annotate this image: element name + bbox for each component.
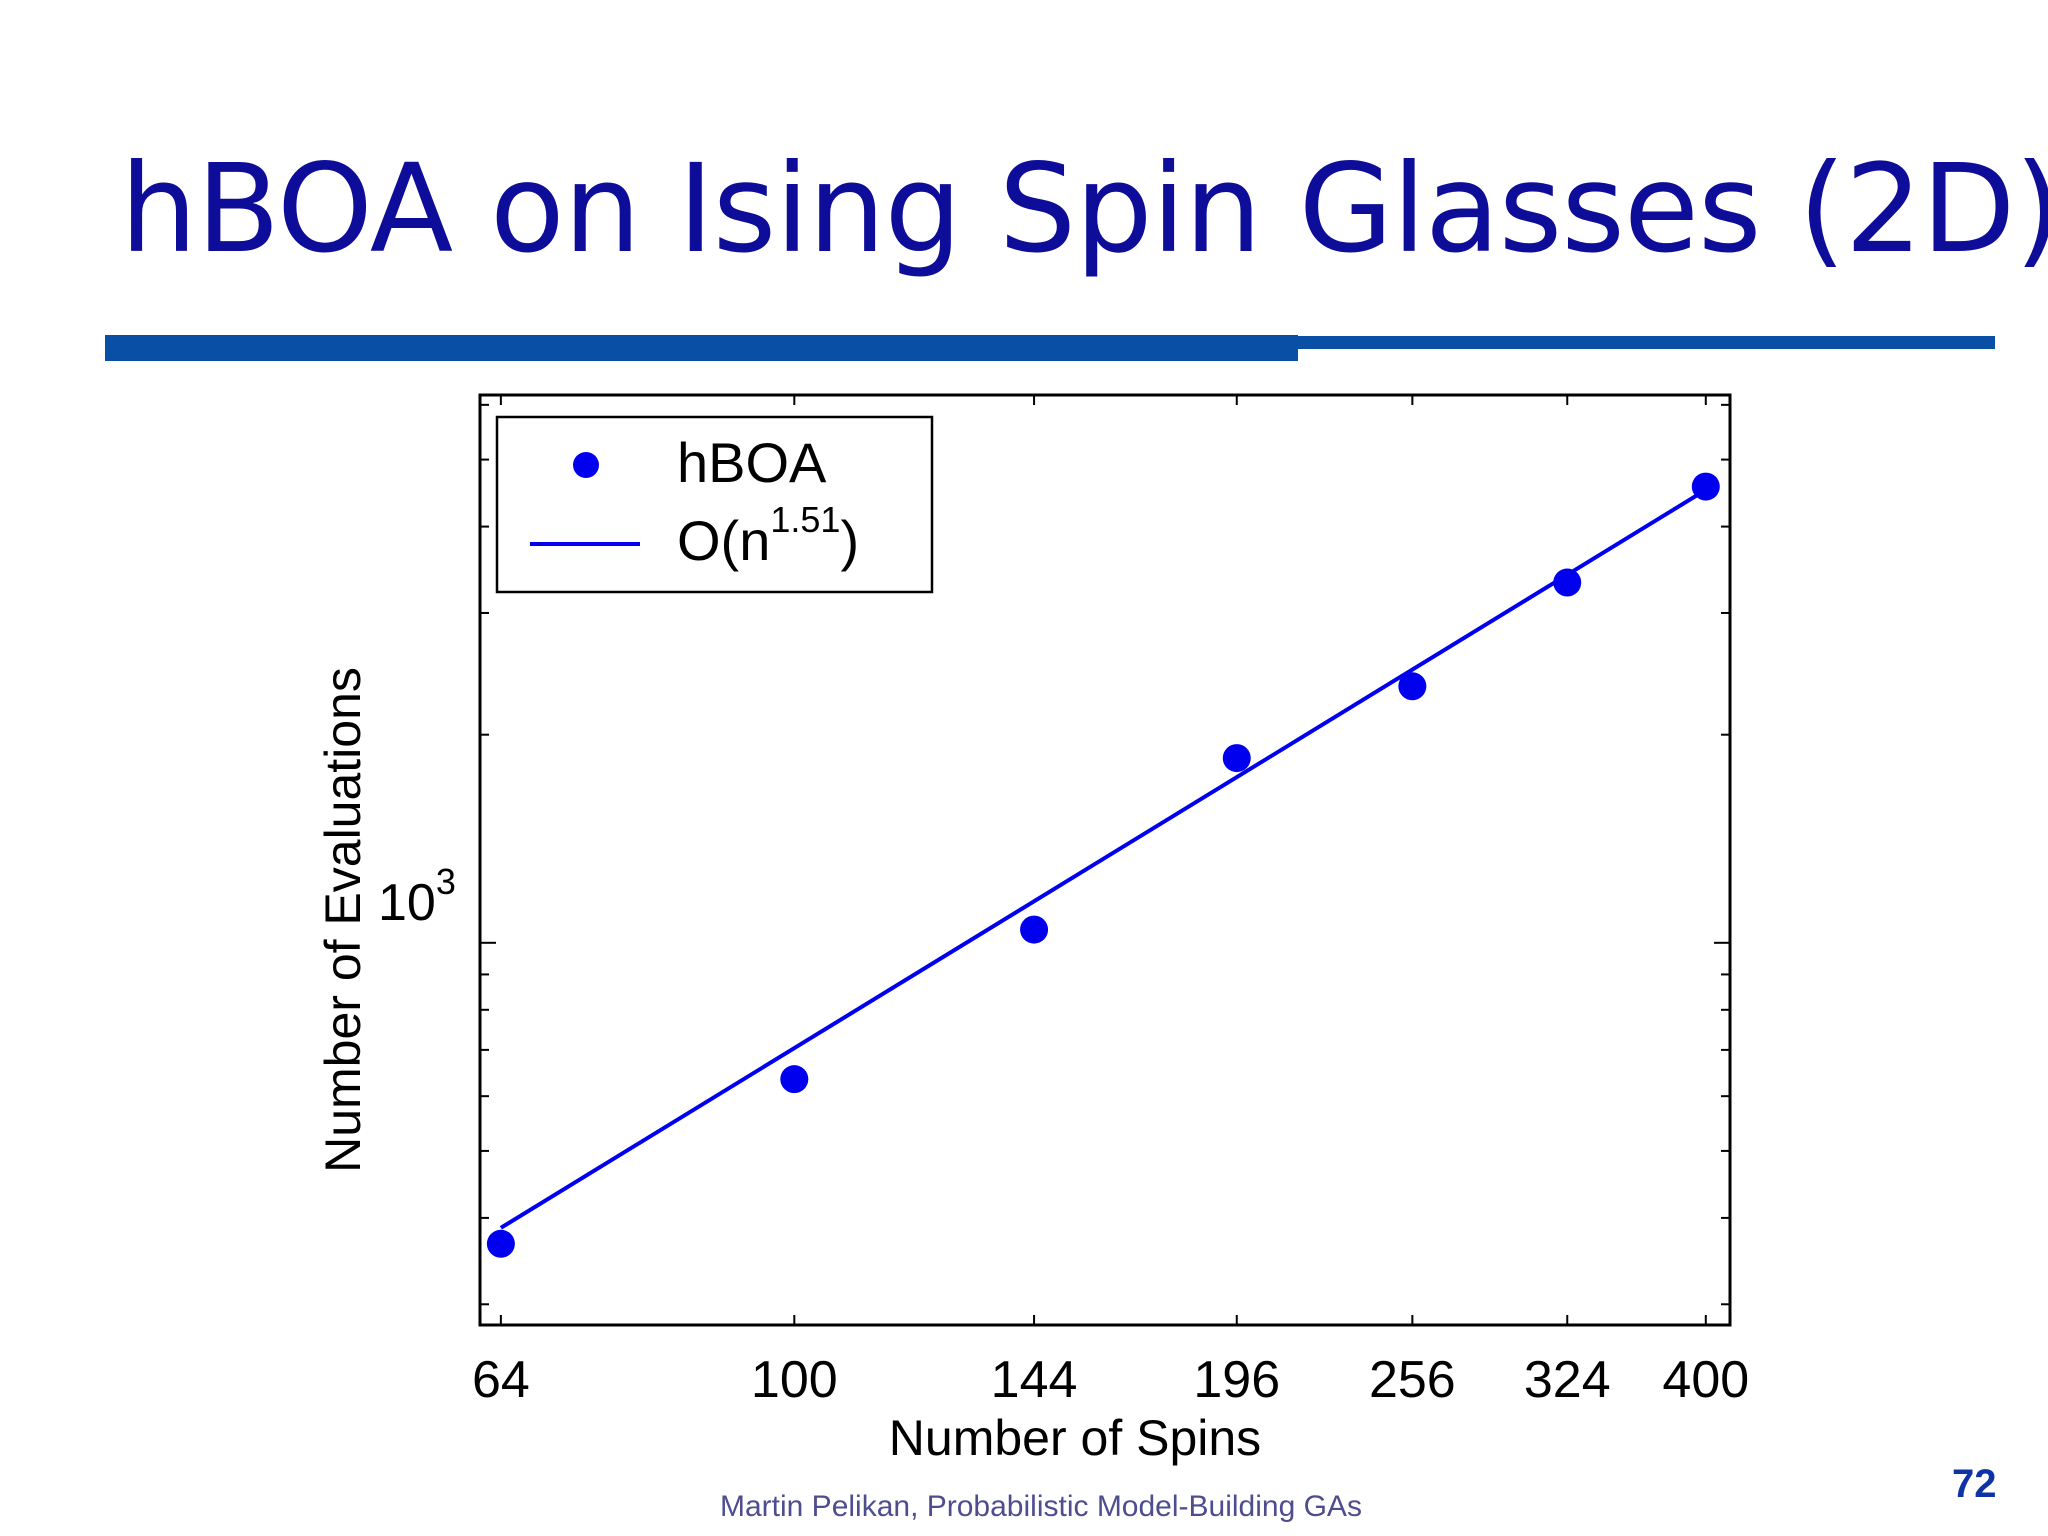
x-tick-label-196: 196 (1193, 1351, 1280, 1409)
legend-marker-hboa (573, 452, 599, 478)
data-point-100 (780, 1065, 809, 1094)
y-axis-label: Number of Evaluations (315, 667, 371, 1173)
y-tick-label-1000: 103 (378, 861, 456, 932)
x-tick-label-256: 256 (1369, 1351, 1456, 1409)
x-tick-label-400: 400 (1662, 1351, 1749, 1409)
title-rule-thin (1296, 336, 1995, 349)
data-point-196 (1222, 744, 1251, 773)
data-point-324 (1553, 568, 1582, 597)
tick-layer: 64 100 144 196 256 324 400 (472, 395, 1749, 1409)
slide-title: hBOA on Ising Spin Glasses (2D) (120, 138, 2048, 280)
x-axis-label: Number of Spins (889, 1410, 1261, 1466)
legend-fit-exponent: 1.51 (770, 499, 840, 540)
mark-layer (486, 472, 1720, 1258)
legend-fit-suffix: ) (840, 509, 859, 572)
y-tick-base: 10 (378, 874, 436, 932)
x-tick-label-324: 324 (1524, 1351, 1611, 1409)
page-number: 72 (1952, 1462, 1997, 1506)
title-rule-thick (105, 335, 1298, 361)
plot-frame (478, 393, 1732, 1327)
data-point-64 (486, 1229, 515, 1258)
legend-label-fit: O(n1.51) (677, 499, 859, 572)
x-tick-label-64: 64 (472, 1351, 530, 1409)
legend-fit-prefix: O(n (677, 509, 770, 572)
fit-line (499, 488, 1707, 1230)
data-point-144 (1020, 915, 1049, 944)
legend-box (495, 415, 934, 594)
x-tick-label-144: 144 (991, 1351, 1078, 1409)
x-tick-label-100: 100 (751, 1351, 838, 1409)
y-tick-exponent: 3 (436, 861, 456, 902)
data-point-256 (1398, 672, 1427, 701)
data-point-400 (1691, 472, 1720, 501)
footer-credit: Martin Pelikan, Probabilistic Model-Buil… (720, 1490, 1362, 1523)
legend-label-hboa: hBOA (677, 431, 827, 494)
